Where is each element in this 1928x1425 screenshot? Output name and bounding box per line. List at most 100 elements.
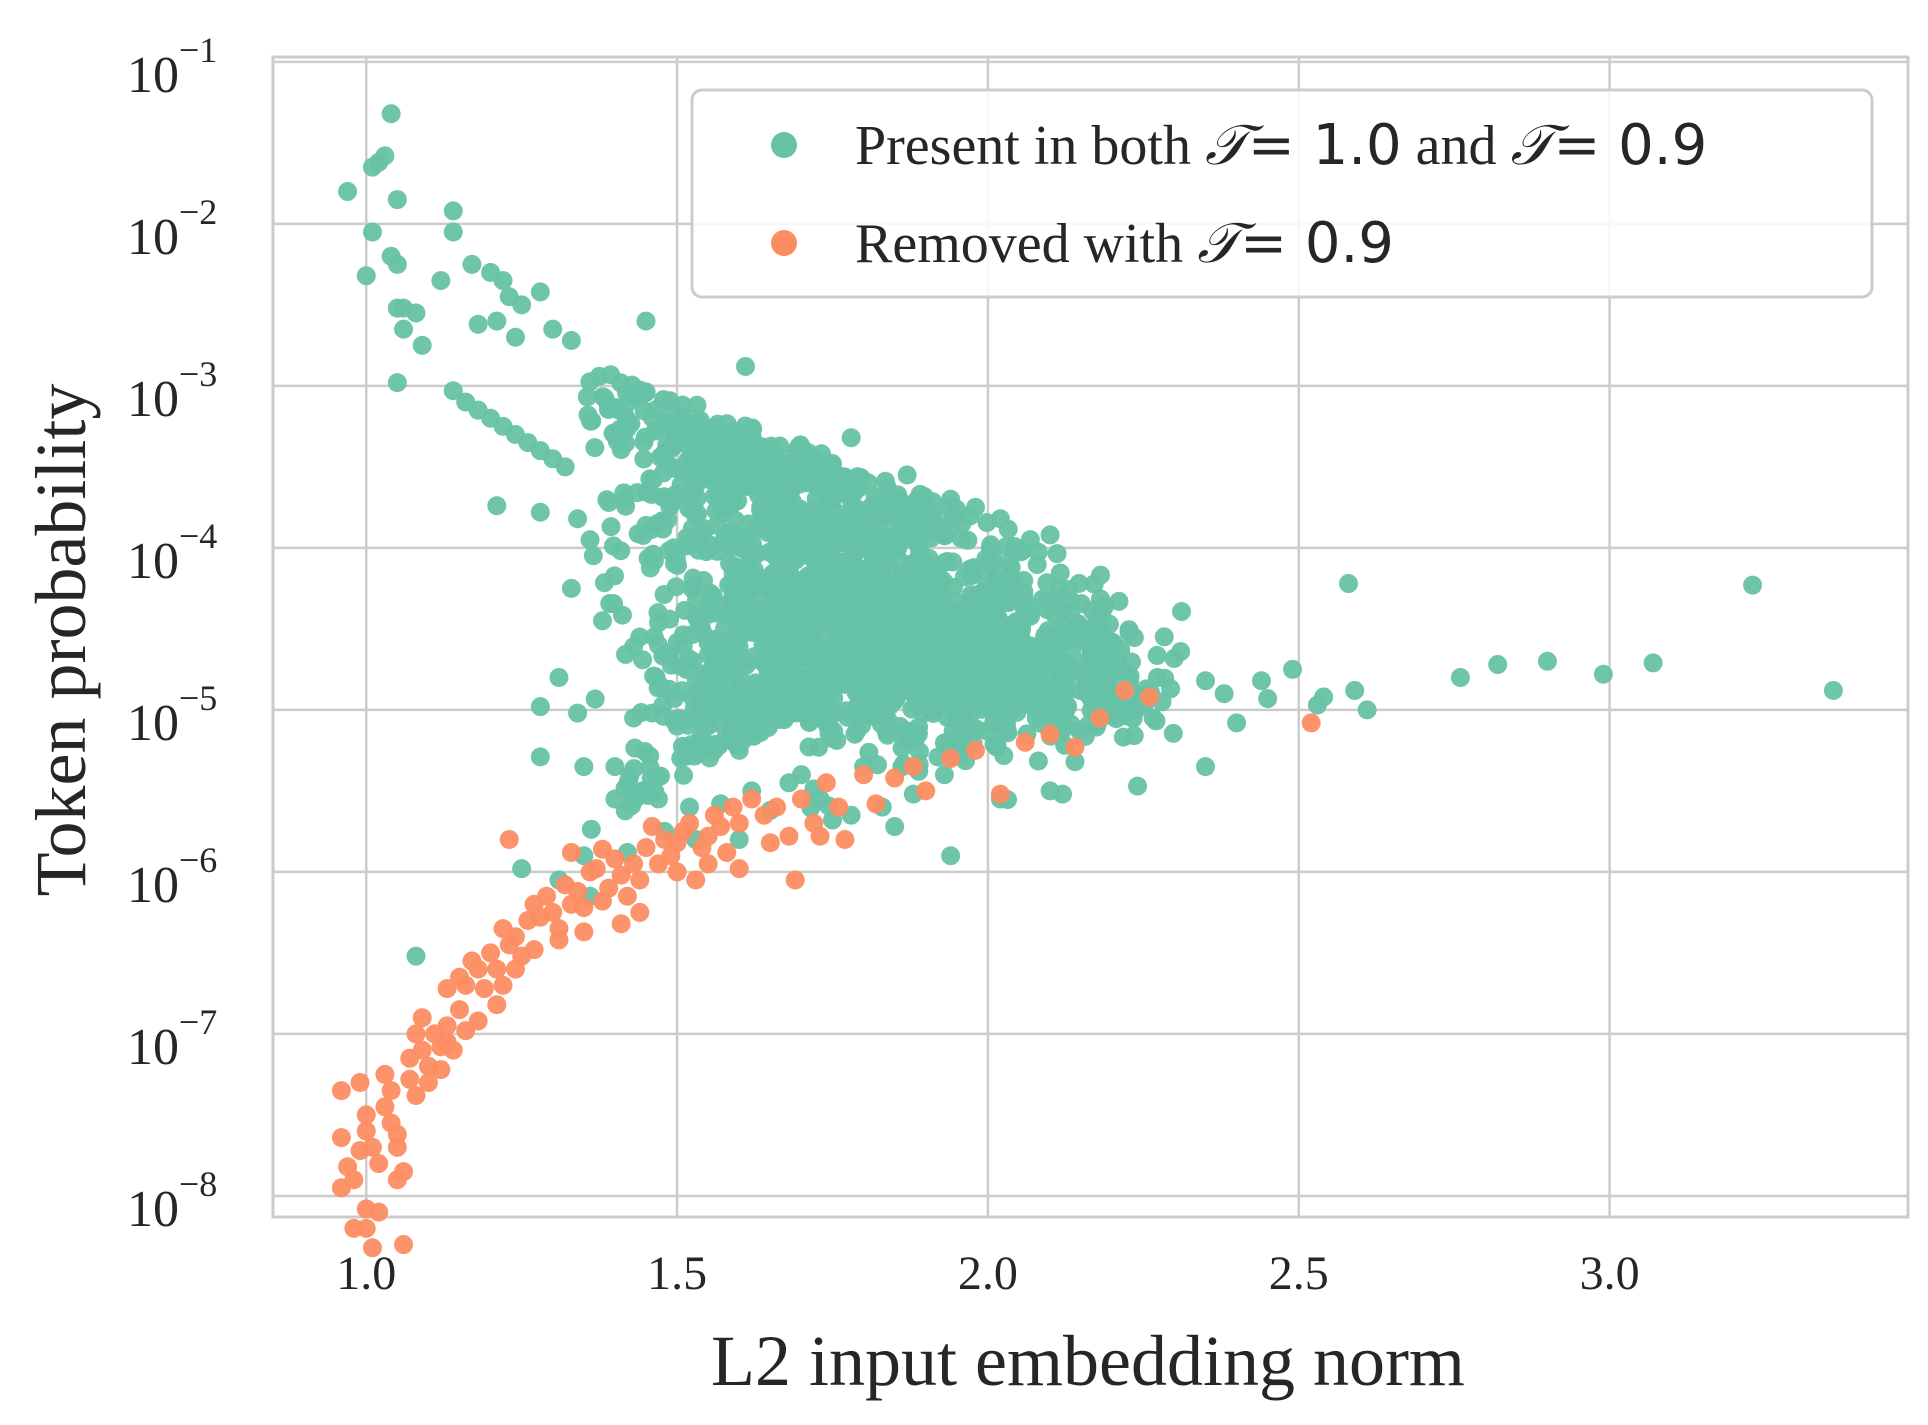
data-point-present xyxy=(1155,668,1175,688)
data-point-present xyxy=(1056,683,1076,703)
data-point-present xyxy=(757,713,777,733)
data-point-removed xyxy=(456,975,476,995)
data-point-present xyxy=(1071,594,1091,614)
data-point-present xyxy=(859,742,879,762)
data-point-present xyxy=(970,584,990,604)
data-point-present xyxy=(530,697,550,717)
data-point-present xyxy=(616,644,636,664)
data-point-present xyxy=(630,627,650,647)
data-point-present xyxy=(634,401,654,421)
data-point-present xyxy=(1283,659,1303,679)
data-point-present xyxy=(941,846,961,866)
data-point-removed xyxy=(785,870,805,890)
data-point-removed xyxy=(400,1069,420,1089)
data-point-present xyxy=(701,583,721,603)
data-point-removed xyxy=(524,940,544,960)
data-point-present xyxy=(1067,615,1087,635)
data-point-present xyxy=(1338,574,1358,594)
data-point-present xyxy=(805,581,825,601)
data-point-present xyxy=(702,600,722,620)
data-point-removed xyxy=(437,1016,457,1036)
data-point-present xyxy=(792,599,812,619)
data-point-present xyxy=(611,373,631,393)
data-point-present xyxy=(725,557,745,577)
data-point-present xyxy=(891,520,911,540)
data-point-removed xyxy=(561,842,581,862)
data-point-present xyxy=(512,859,532,879)
data-point-present xyxy=(950,694,970,714)
data-point-removed xyxy=(387,1137,407,1157)
data-point-present xyxy=(752,697,772,717)
y-tick-label: 10−1 xyxy=(127,30,217,104)
data-point-present xyxy=(406,946,426,966)
data-point-removed xyxy=(394,1162,414,1182)
data-point-present xyxy=(1251,671,1271,691)
data-point-present xyxy=(394,319,414,339)
data-point-present xyxy=(786,675,806,695)
data-point-removed xyxy=(680,813,700,833)
data-point-present xyxy=(649,613,669,633)
data-point-present xyxy=(617,419,637,439)
data-point-present xyxy=(1537,651,1557,671)
data-point-present xyxy=(443,381,463,401)
data-point-removed xyxy=(816,773,836,793)
data-point-present xyxy=(990,509,1010,529)
data-point-removed xyxy=(574,898,594,918)
data-point-present xyxy=(816,713,836,733)
data-point-present xyxy=(1119,620,1139,640)
data-point-removed xyxy=(369,1154,389,1174)
data-point-present xyxy=(598,395,618,415)
data-point-present xyxy=(505,327,525,347)
data-point-removed xyxy=(941,749,961,769)
legend-marker-removed xyxy=(771,230,797,256)
data-point-present xyxy=(624,708,644,728)
data-point-present xyxy=(894,731,914,751)
data-point-present xyxy=(900,626,920,646)
data-point-removed xyxy=(350,1141,370,1161)
data-point-removed xyxy=(499,830,519,850)
data-point-removed xyxy=(418,1073,438,1093)
data-point-removed xyxy=(605,849,625,869)
data-point-present xyxy=(667,632,687,652)
data-point-present xyxy=(824,609,844,629)
data-point-present xyxy=(729,830,749,850)
data-point-present xyxy=(948,680,968,700)
x-tick-label: 1.0 xyxy=(336,1247,396,1300)
data-point-removed xyxy=(1301,713,1321,733)
data-point-present xyxy=(1196,671,1216,691)
data-point-present xyxy=(987,737,1007,757)
data-point-present xyxy=(941,489,961,509)
data-point-present xyxy=(639,482,659,502)
data-point-present xyxy=(922,510,942,530)
data-point-present xyxy=(568,703,588,723)
y-tick-label: 10−2 xyxy=(127,192,217,266)
data-point-removed xyxy=(369,1202,389,1222)
data-point-present xyxy=(879,602,899,622)
data-point-present xyxy=(855,661,875,681)
data-point-present xyxy=(919,548,939,568)
data-point-present xyxy=(574,757,594,777)
data-point-present xyxy=(633,525,653,545)
data-point-present xyxy=(725,639,745,659)
data-point-present xyxy=(578,405,598,425)
data-point-present xyxy=(1643,653,1663,673)
data-point-present xyxy=(709,484,729,504)
data-point-present xyxy=(603,536,623,556)
data-point-present xyxy=(1047,544,1067,564)
data-point-present xyxy=(725,588,745,608)
data-point-present xyxy=(1227,713,1247,733)
data-point-present xyxy=(680,797,700,817)
data-point-present xyxy=(717,414,737,434)
data-point-present xyxy=(735,356,755,376)
data-point-present xyxy=(677,659,697,679)
data-point-present xyxy=(600,593,620,613)
data-point-present xyxy=(667,716,687,736)
x-axis-title: L2 input embedding norm xyxy=(711,1321,1465,1401)
data-point-present xyxy=(1488,655,1508,675)
data-point-present xyxy=(1154,627,1174,647)
data-point-present xyxy=(851,716,871,736)
legend: Present in both 𝒯= 1.0 and 𝒯= 0.9 Remove… xyxy=(690,88,1874,299)
data-point-present xyxy=(914,703,934,723)
data-point-present xyxy=(1097,675,1117,695)
data-point-present xyxy=(967,719,987,739)
